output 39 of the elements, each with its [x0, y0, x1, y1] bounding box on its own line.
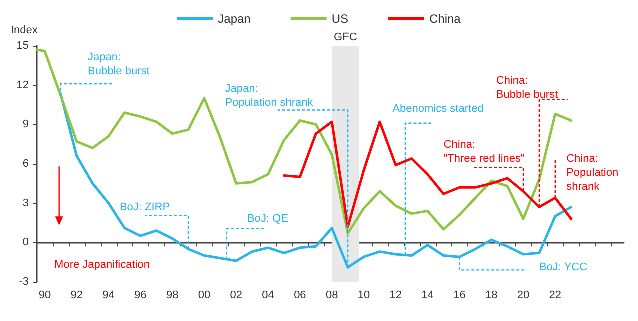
y-tick-label: 3	[22, 197, 29, 210]
x-tick-label: 98	[166, 290, 179, 302]
annotation: China: "Three red lines"	[444, 139, 526, 166]
y-tick-label: 0	[22, 236, 29, 249]
y-tick-label: 6	[22, 158, 29, 170]
legend-label: Japan	[218, 12, 251, 26]
y-axis-title: Index	[11, 24, 38, 36]
annotation: BoJ: ZIRP	[120, 201, 170, 214]
x-tick-label: 90	[38, 290, 52, 302]
x-tick-label: 02	[230, 290, 243, 302]
x-tick-label: 18	[485, 290, 498, 302]
band-label: GFC	[334, 32, 358, 44]
legend-label: China	[430, 12, 462, 26]
x-tick-label: 08	[326, 290, 338, 302]
y-tick-label: 15	[16, 40, 29, 52]
x-tick-label: 14	[422, 290, 434, 302]
annotation: Abenomics started	[392, 102, 484, 115]
annotation: China: Bubble burst	[496, 74, 558, 101]
annotation: China: Population shrank	[566, 153, 619, 194]
x-tick-label: 16	[454, 290, 466, 302]
x-tick-label: 12	[390, 290, 402, 302]
x-tick-label: 22	[549, 290, 562, 302]
annotation: More Japanification	[54, 258, 150, 271]
annotation: Japan: Bubble burst	[88, 51, 150, 78]
x-tick-label: 00	[198, 290, 211, 302]
y-tick-label: -3	[19, 276, 29, 288]
x-tick-label: 04	[262, 290, 274, 302]
annotation: Japan: Population shrank	[225, 82, 314, 109]
annotation: BoJ: QE	[248, 213, 289, 226]
x-tick-label: 92	[70, 290, 84, 302]
y-tick-label: 12	[16, 79, 29, 92]
x-tick-label: 10	[358, 290, 370, 302]
x-tick-label: 94	[102, 290, 115, 302]
x-tick-label: 06	[294, 290, 306, 302]
x-tick-label: 20	[517, 290, 530, 302]
annotation: BoJ: YCC	[539, 262, 588, 274]
x-tick-label: 96	[134, 290, 147, 302]
y-tick-label: 9	[22, 118, 29, 131]
legend-label: US	[332, 12, 349, 26]
